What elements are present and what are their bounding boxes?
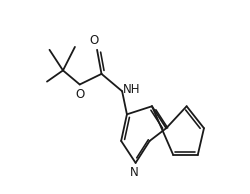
Text: N: N: [130, 166, 138, 179]
Text: NH: NH: [123, 83, 141, 96]
Text: O: O: [76, 88, 85, 101]
Text: O: O: [89, 35, 98, 48]
